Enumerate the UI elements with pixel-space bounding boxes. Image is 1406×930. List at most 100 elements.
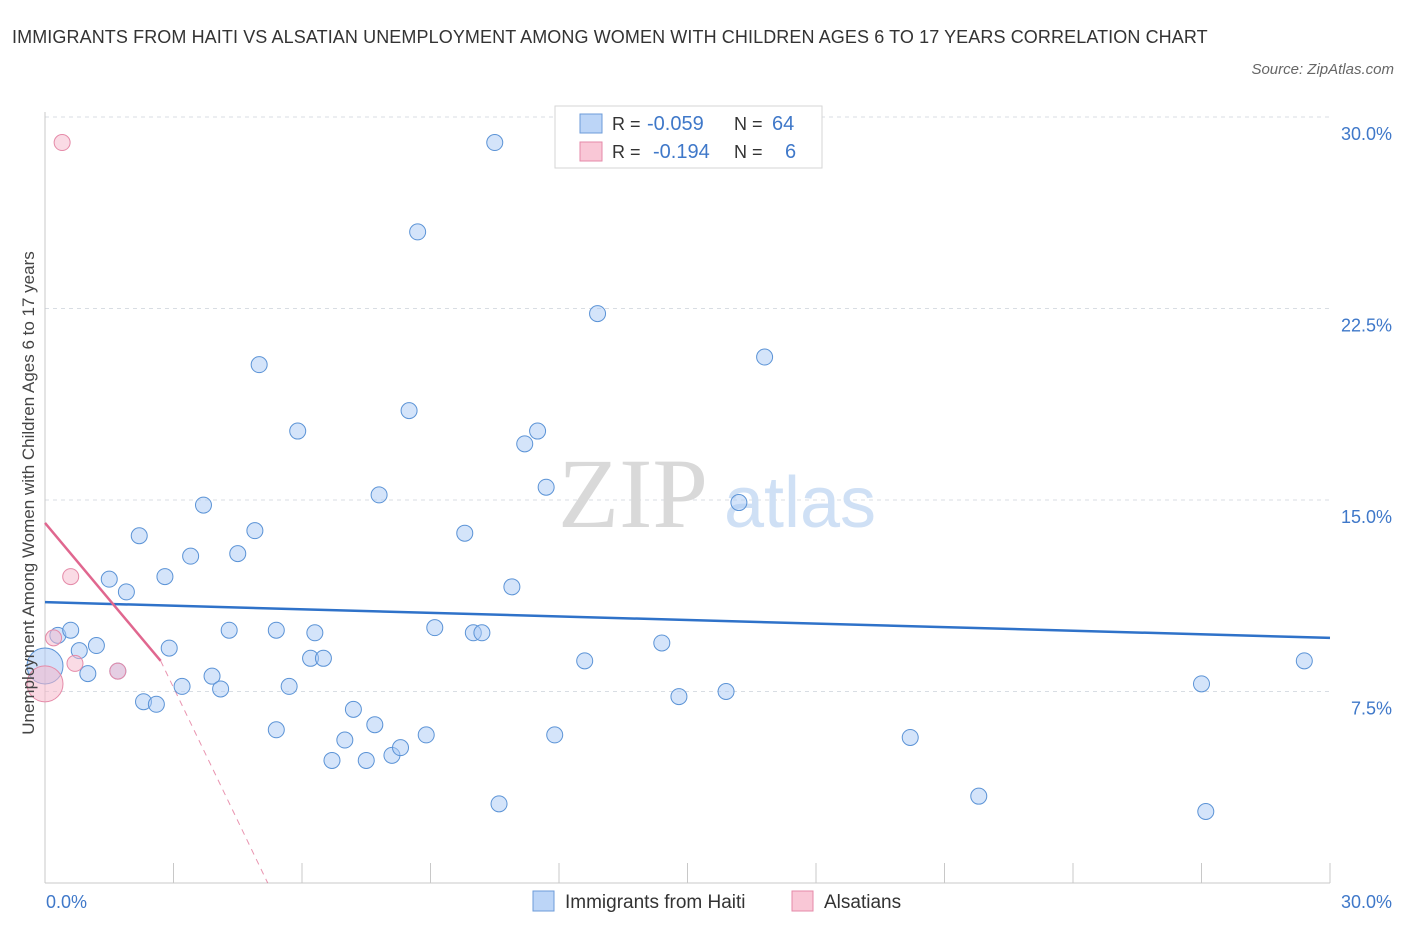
haiti-point-50 [537,478,555,496]
gridlines [45,116,1330,692]
haiti-point-58 [756,348,774,366]
alsatians-point-0 [26,665,64,703]
haiti-point-22 [250,356,268,374]
haiti-point-49 [529,422,547,440]
haiti-point-9 [130,527,148,545]
stats-r-label-haiti: R = [612,114,641,134]
haiti-point-53 [589,305,607,323]
haiti-point-25 [280,677,298,695]
haiti-point-57 [730,494,748,512]
alsatians-point-1 [45,629,63,647]
stats-n-label-alsatians: N = [734,142,763,162]
haiti-point-34 [366,716,384,734]
haiti-point-62 [1197,803,1215,821]
haiti-point-30 [323,751,341,769]
y-axis-label: Unemployment Among Women with Children A… [19,251,38,735]
stats-r-label-alsatians: R = [612,142,641,162]
y-tick-labels: 7.5% 15.0% 22.5% 30.0% [1341,124,1392,719]
haiti-point-60 [970,787,988,805]
haiti-point-47 [503,578,521,596]
haiti-point-4 [79,665,97,683]
trend-line-alsatians-extension [160,660,269,884]
chart-source: Source: ZipAtlas.com [1251,61,1394,78]
stats-n-value-alsatians: 6 [785,141,796,163]
haiti-point-6 [100,570,118,588]
axes [44,112,1331,884]
x-tick-label-0: 0.0% [46,892,87,912]
haiti-point-42 [456,524,474,542]
haiti-point-2 [62,621,80,639]
stats-r-value-haiti: -0.059 [647,113,704,135]
y-tick-label-7.5: 7.5% [1351,699,1392,719]
watermark: ZIP atlas [558,438,876,549]
alsatians-point-2 [53,134,71,152]
haiti-point-41 [426,619,444,637]
watermark-atlas: atlas [724,463,876,543]
haiti-point-56 [717,683,735,700]
haiti-point-54 [653,634,671,652]
haiti-point-44 [473,624,491,642]
y-tick-label-30: 30.0% [1341,124,1392,144]
haiti-point-11 [147,695,165,713]
haiti-point-51 [546,726,564,744]
y-tick-label-15: 15.0% [1341,507,1392,527]
haiti-point-12 [156,568,174,586]
trend-line-alsatians [44,522,162,662]
haiti-point-5 [87,637,105,655]
haiti-point-8 [117,583,135,601]
haiti-point-29 [314,649,332,667]
haiti-point-52 [576,652,594,670]
legend-swatch-haiti [532,890,555,912]
haiti-point-31 [336,731,354,749]
stats-swatch-haiti [579,113,603,134]
legend-label-alsatians: Alsatians [824,892,901,913]
haiti-point-28 [306,624,324,642]
trend-line-haiti [44,600,1331,640]
haiti-point-61 [1193,675,1210,693]
haiti-point-39 [409,223,427,241]
haiti-point-40 [417,726,435,744]
stats-r-value-alsatians: -0.194 [653,141,710,163]
haiti-point-55 [670,688,688,706]
haiti-point-48 [516,435,534,453]
haiti-point-33 [357,751,375,769]
haiti-point-63 [1295,652,1313,670]
haiti-point-46 [490,795,508,813]
haiti-point-16 [194,496,212,514]
haiti-point-21 [246,522,264,540]
alsatians-point-4 [66,654,84,672]
x-tick-label-30: 30.0% [1341,892,1392,912]
watermark-zip: ZIP [558,438,708,549]
trend-lines [44,522,1331,884]
chart-title: IMMIGRANTS FROM HAITI VS ALSATIAN UNEMPL… [12,27,1208,47]
points-alsatians [26,134,127,703]
stats-legend: R = -0.059 N = 64 R = -0.194 N = 6 [554,105,823,169]
stats-n-label-haiti: N = [734,114,763,134]
x-tick-labels: 0.0% 30.0% [46,892,1392,912]
haiti-point-18 [212,680,230,698]
haiti-point-15 [182,547,200,565]
haiti-point-37 [392,739,410,757]
haiti-point-45 [486,134,504,152]
haiti-point-24 [267,721,285,739]
stats-n-value-haiti: 64 [772,113,794,135]
haiti-point-26 [289,422,307,440]
haiti-point-13 [160,639,178,657]
haiti-point-14 [173,677,191,695]
haiti-point-17 [203,667,221,685]
haiti-point-35 [370,486,388,504]
haiti-point-23 [267,621,285,639]
haiti-point-32 [344,700,362,718]
legend-swatch-alsatians [791,890,814,912]
haiti-point-38 [400,402,418,420]
haiti-point-20 [229,545,247,563]
alsatians-point-3 [62,568,80,586]
stats-swatch-alsatians [579,141,603,162]
haiti-point-59 [901,728,919,746]
points-haiti [26,134,1313,821]
y-tick-label-22.5: 22.5% [1341,316,1392,336]
bottom-legend: Immigrants from Haiti Alsatians [532,890,901,913]
alsatians-point-5 [109,662,127,680]
haiti-point-19 [220,621,238,639]
